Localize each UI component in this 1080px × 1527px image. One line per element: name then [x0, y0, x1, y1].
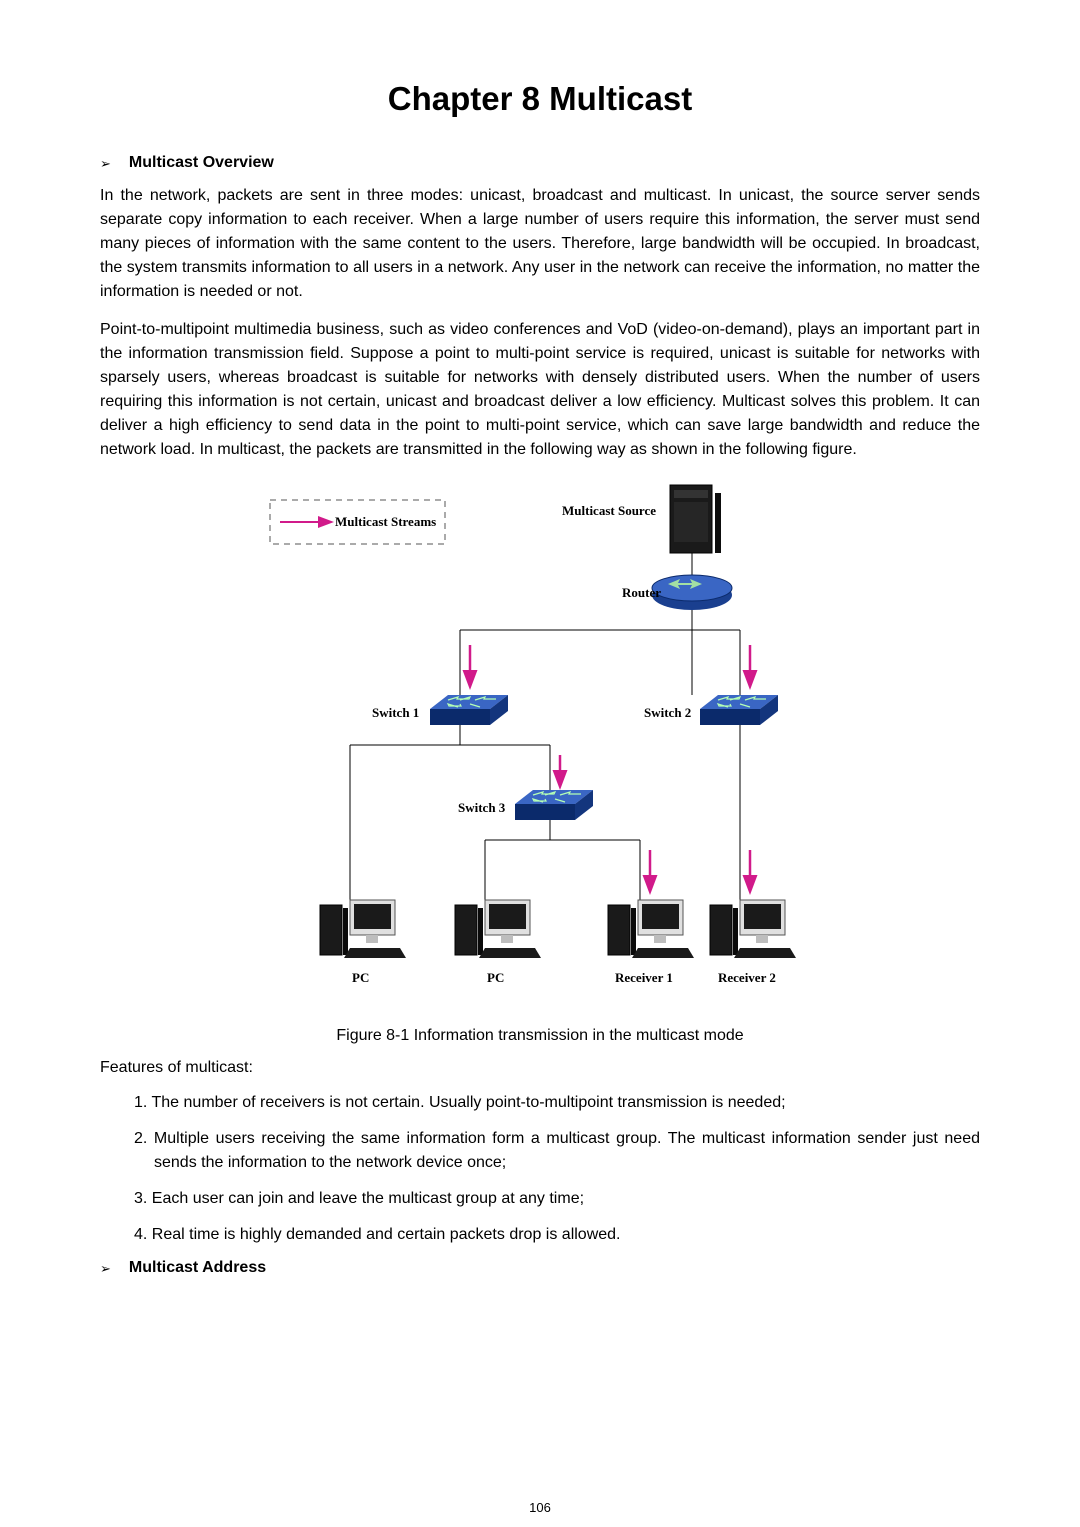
label-source: Multicast Source — [562, 503, 656, 518]
bullet-icon: ➢ — [100, 1262, 111, 1275]
bullet-icon: ➢ — [100, 157, 111, 170]
label-switch-2: Switch 2 — [644, 705, 691, 720]
list-item: 1. The number of receivers is not certai… — [130, 1091, 980, 1115]
label-switch-3: Switch 3 — [458, 800, 506, 815]
section-label: Multicast Overview — [129, 154, 274, 172]
list-item: 3. Each user can join and leave the mult… — [130, 1187, 980, 1211]
switch2-icon — [700, 695, 778, 725]
switch3-icon — [515, 790, 593, 820]
switch1-icon — [430, 695, 508, 725]
section-header-address: ➢ Multicast Address — [100, 1259, 980, 1277]
pc-icon-1 — [320, 900, 406, 958]
label-router: Router — [622, 585, 661, 600]
page-title: Chapter 8 Multicast — [100, 80, 980, 118]
list-item: 2. Multiple users receiving the same inf… — [130, 1127, 980, 1175]
figure-caption: Figure 8-1 Information transmission in t… — [100, 1027, 980, 1045]
list-item: 4. Real time is highly demanded and cert… — [130, 1223, 980, 1247]
figure-multicast-diagram: Multicast Streams Multicast Source — [100, 480, 980, 1015]
feature-list: 1. The number of receivers is not certai… — [100, 1091, 980, 1247]
receiver2-icon — [710, 900, 796, 958]
label-pc-2: PC — [487, 970, 504, 985]
router-icon — [652, 575, 732, 610]
server-icon — [670, 485, 721, 553]
page-number: 106 — [0, 1500, 1080, 1515]
legend-streams: Multicast Streams — [335, 514, 436, 529]
features-intro: Features of multicast: — [100, 1059, 980, 1077]
paragraph-1: In the network, packets are sent in thre… — [100, 184, 980, 304]
label-receiver-2: Receiver 2 — [718, 970, 776, 985]
label-pc-1: PC — [352, 970, 369, 985]
label-receiver-1: Receiver 1 — [615, 970, 673, 985]
section-label: Multicast Address — [129, 1259, 266, 1277]
section-header-overview: ➢ Multicast Overview — [100, 154, 980, 172]
pc-icon-2 — [455, 900, 541, 958]
label-switch-1: Switch 1 — [372, 705, 419, 720]
receiver1-icon — [608, 900, 694, 958]
paragraph-2: Point-to-multipoint multimedia business,… — [100, 318, 980, 462]
